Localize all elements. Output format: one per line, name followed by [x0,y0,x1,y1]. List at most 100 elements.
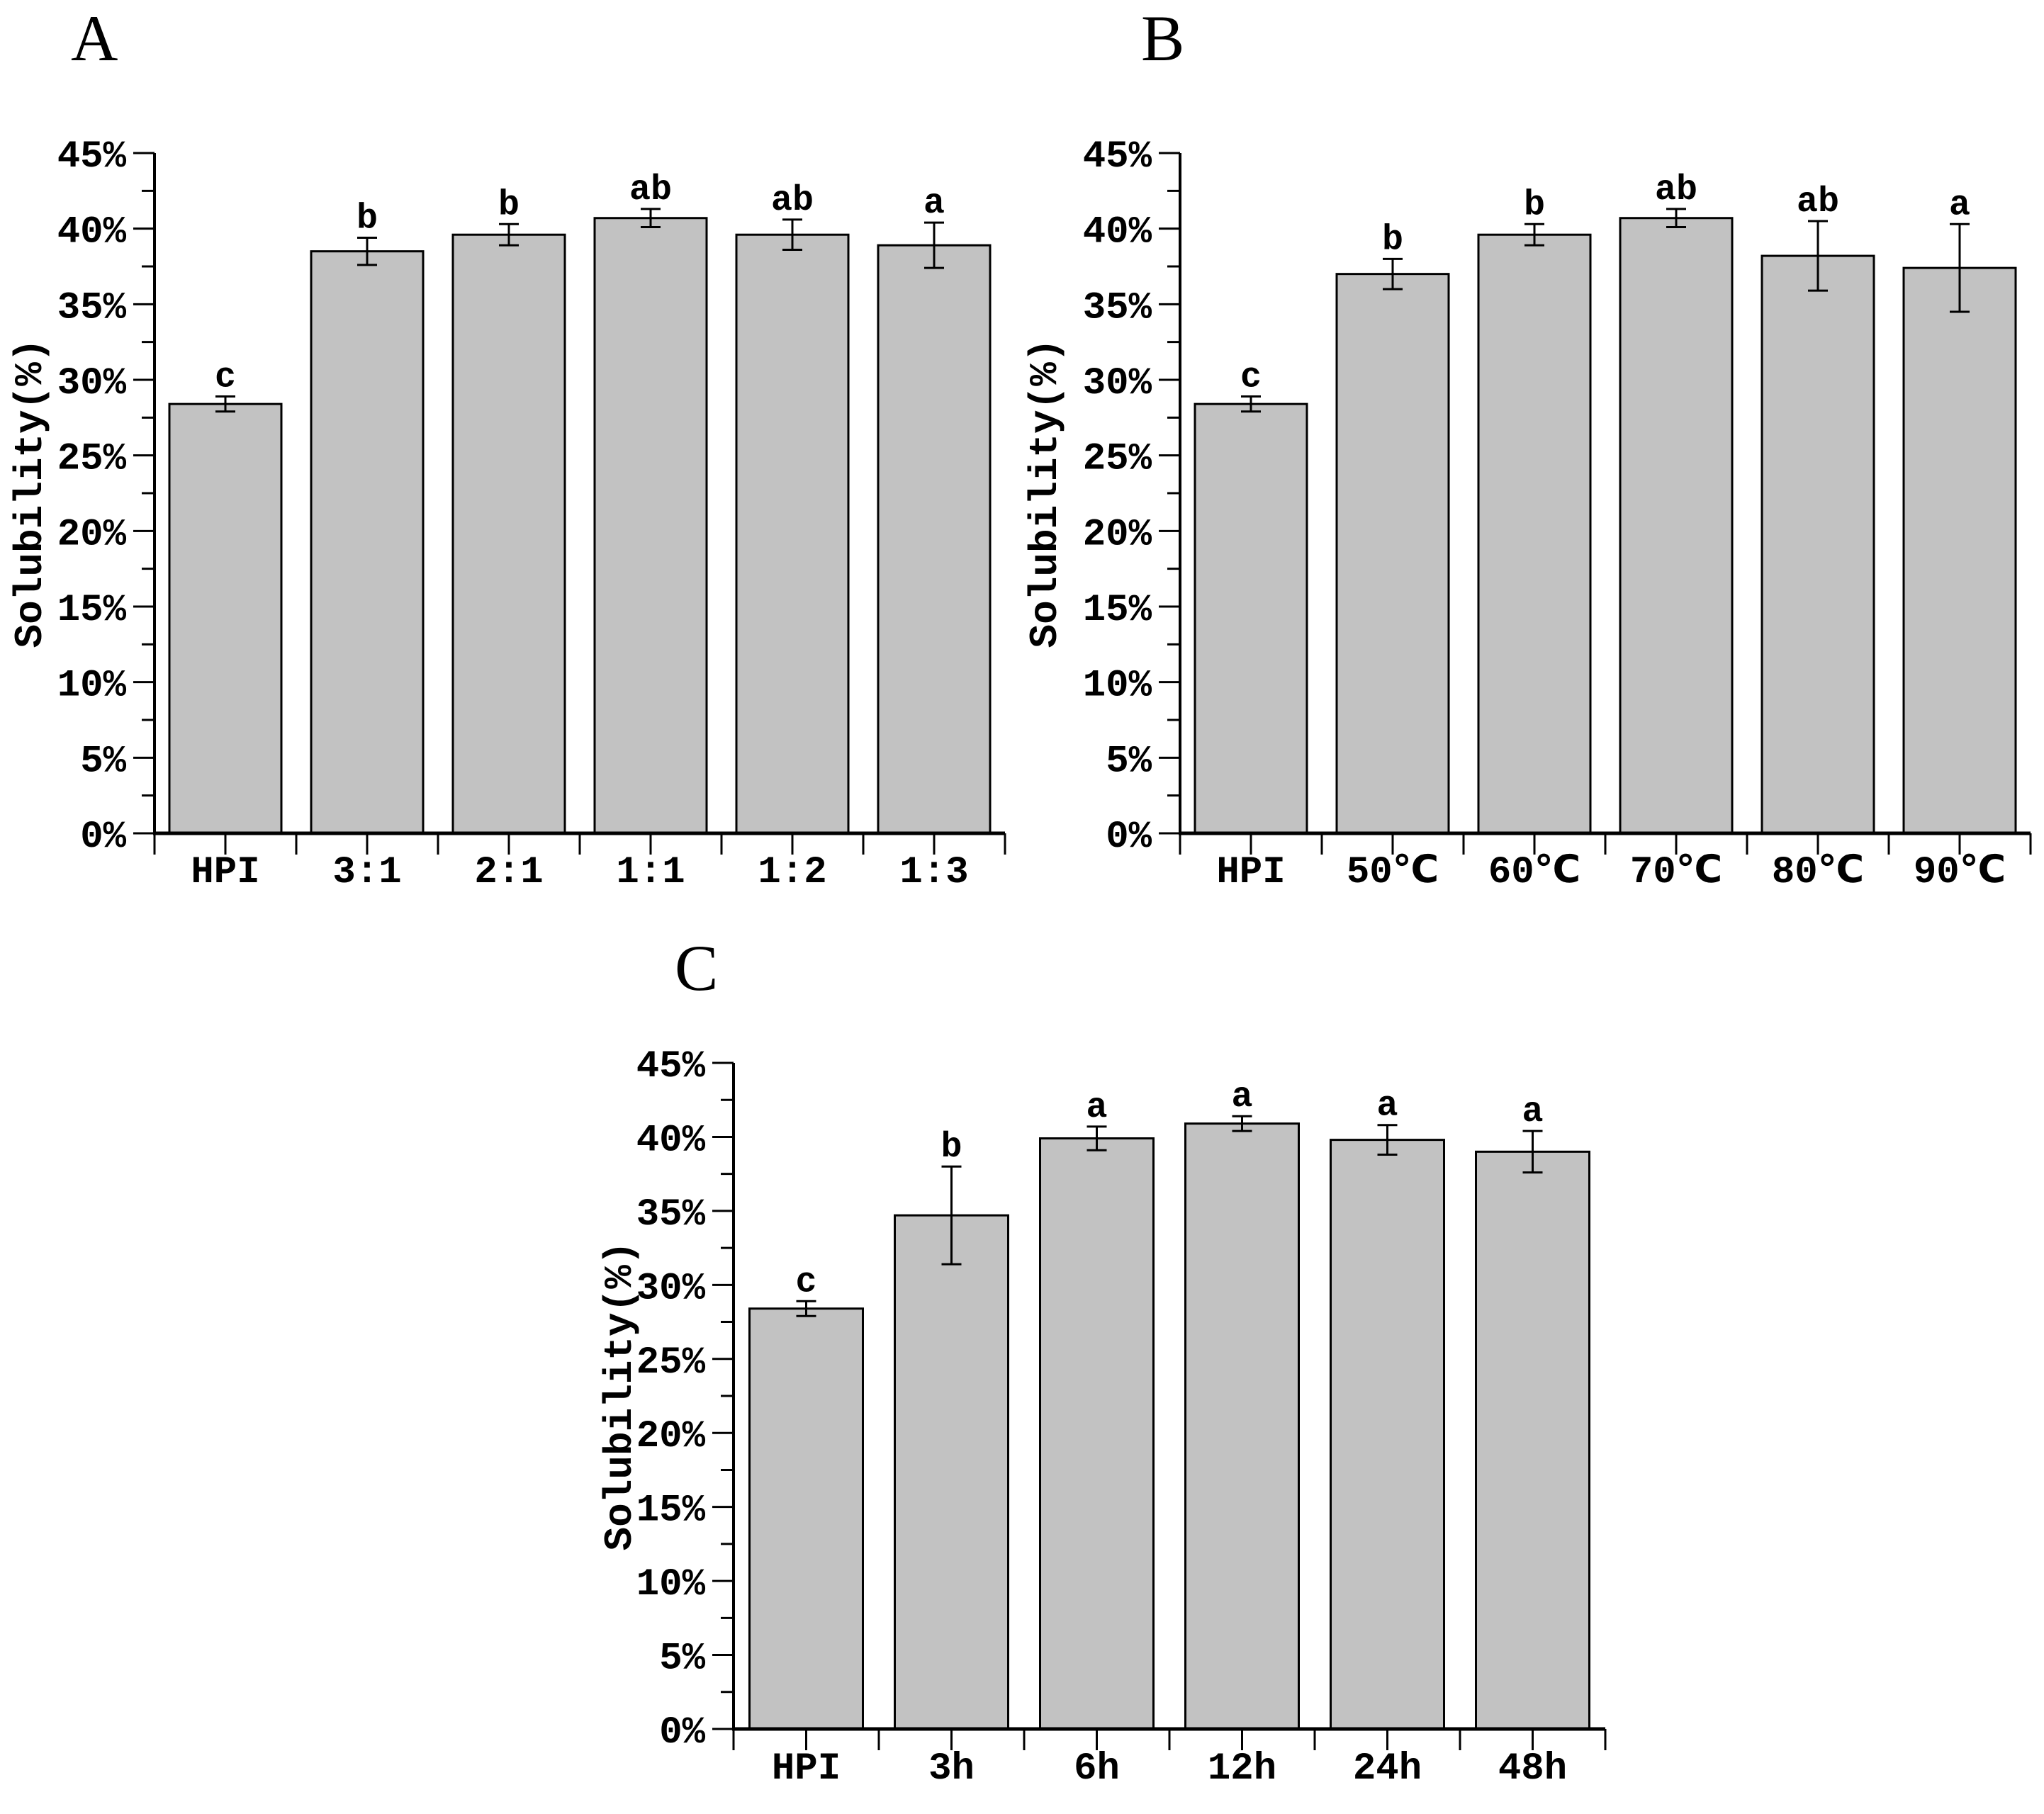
x-category-label: 50℃ [1347,851,1439,894]
y-tick-label: 10% [1083,665,1152,708]
bar-HPI [748,1307,864,1730]
y-tick-label: 20% [1083,513,1152,556]
y-tick-label: 25% [1083,438,1152,481]
x-category-label: 2:1 [474,851,543,894]
bar-HPI [168,402,283,835]
y-tick-label: 15% [636,1489,706,1533]
y-tick-label: 45% [1083,135,1152,179]
y-tick-label: 5% [80,740,126,783]
x-category-label: 24h [1353,1747,1422,1791]
y-tick-label: 35% [57,286,127,329]
significance-letter: b [1524,185,1545,225]
significance-letter: a [1949,185,1970,225]
x-ticks: HPI 3h 6h 12h 24h 48h [732,1729,1607,1791]
x-category-label: 12h [1208,1747,1276,1791]
y-tick-label: 20% [57,513,127,556]
significance-letter: ab [629,170,672,210]
significance-letter: b [940,1127,962,1168]
chart-b: 0% 5% 10% 15% 20% 25% 30% 35% 40% 45% HPI 50℃ 60℃ 70℃… [1023,135,2032,894]
y-tick-label: 15% [57,589,127,632]
chart-a: 0% 5% 10% 15% 20% 25% 30% 35% 40% 45% HPI 3:1 2:1 1:1… [8,135,1006,894]
y-tick-label: 30% [636,1267,706,1310]
x-category-label: 1:2 [758,851,826,894]
bar-HPI [1194,402,1308,835]
significance-letter: a [1086,1088,1107,1128]
x-category-label: 70℃ [1630,851,1722,894]
significance-letter: ab [771,181,814,221]
bar-6h [1039,1137,1155,1730]
panel-c: C 0% 5% 10% 15% 20% 25% 30% 35% 40% 45% HPI 3h 6h 12h… [588,914,1694,1814]
y-tick-label: 35% [636,1193,706,1236]
chart-c: 0% 5% 10% 15% 20% 25% 30% 35% 40% 45% HPI 3h 6h 12h 24… [597,1045,1607,1791]
bar-48h [1475,1150,1590,1730]
significance-letter: ab [1797,182,1839,222]
y-tick-label: 5% [659,1638,705,1681]
x-category-label: 1:3 [899,851,968,894]
panel-a-label: A [71,2,118,74]
significance-letter: a [1376,1086,1398,1127]
significance-letter: ab [1655,170,1697,210]
significance-letter: b [356,198,378,239]
y-tick-label: 0% [80,816,126,859]
bar-70℃ [1619,217,1734,835]
y-tick-label: 5% [1106,740,1152,783]
bar-60℃ [1477,233,1592,835]
error-bars: c b a a a a [795,1077,1544,1317]
y-axis-title: Solubility(%) [597,1241,643,1551]
y-tick-label: 0% [1106,816,1152,859]
x-category-label: 90℃ [1914,851,2006,894]
significance-letter: c [1240,357,1262,398]
panel-c-label: C [675,932,719,1004]
y-tick-label: 20% [636,1415,706,1458]
panel-a: A 0% 5% 10% 15% 20% 25% 30% 35% 40% 45% HPI 3:1 2:1 1… [0,0,1028,914]
y-tick-label: 25% [57,438,127,481]
y-ticks: 0% 5% 10% 15% 20% 25% 30% 35% 40% 45% [57,135,155,859]
y-tick-label: 10% [57,665,127,708]
significance-letter: b [1382,220,1403,260]
panel-b: B 0% 5% 10% 15% 20% 25% 30% 35% 40% 45% HPI 50℃ 60℃ 7… [1021,0,2044,914]
bar-80℃ [1761,254,1875,835]
y-tick-label: 45% [636,1045,706,1088]
y-tick-label: 10% [636,1563,706,1606]
bar-12h [1184,1122,1300,1730]
y-tick-label: 35% [1083,286,1152,329]
significance-letter: b [498,185,520,225]
x-category-label: HPI [772,1747,841,1791]
significance-letter: a [923,184,945,224]
y-tick-label: 40% [636,1119,706,1162]
x-category-label: 3h [928,1747,975,1791]
bar-50℃ [1335,273,1450,835]
bar-24h [1330,1139,1445,1730]
bar-3:1 [310,250,425,835]
x-category-label: HPI [191,851,259,894]
x-category-label: 80℃ [1772,851,1864,894]
y-tick-label: 40% [57,211,127,254]
x-ticks: HPI 3:1 2:1 1:1 1:2 1:3 [153,833,1006,894]
error-bars: c b b ab ab a [1240,170,1970,413]
bars [168,217,992,835]
y-tick-label: 0% [659,1711,705,1754]
x-category-label: 48h [1498,1747,1567,1791]
y-axis-title: Solubility(%) [1023,339,1068,648]
x-category-label: 1:1 [616,851,685,894]
significance-letter: c [795,1262,816,1302]
y-tick-label: 25% [636,1341,706,1385]
y-tick-label: 30% [57,362,127,405]
bar-1:1 [593,217,708,835]
x-category-label: HPI [1216,851,1285,894]
bar-1:2 [735,233,850,835]
error-bars: c b b ab ab a [215,170,945,413]
x-ticks: HPI 50℃ 60℃ 70℃ 80℃ 90℃ [1179,833,2032,894]
y-tick-label: 40% [1083,211,1152,254]
bar-1:3 [877,244,992,835]
y-tick-label: 15% [1083,589,1152,632]
y-ticks: 0% 5% 10% 15% 20% 25% 30% 35% 40% 45% [1083,135,1180,859]
y-axis-title: Solubility(%) [8,339,53,648]
x-category-label: 3:1 [332,851,401,894]
x-category-label: 60℃ [1488,851,1580,894]
bars [748,1122,1590,1730]
significance-letter: a [1522,1092,1543,1132]
bar-90℃ [1902,266,2017,835]
bar-3h [894,1214,1009,1730]
